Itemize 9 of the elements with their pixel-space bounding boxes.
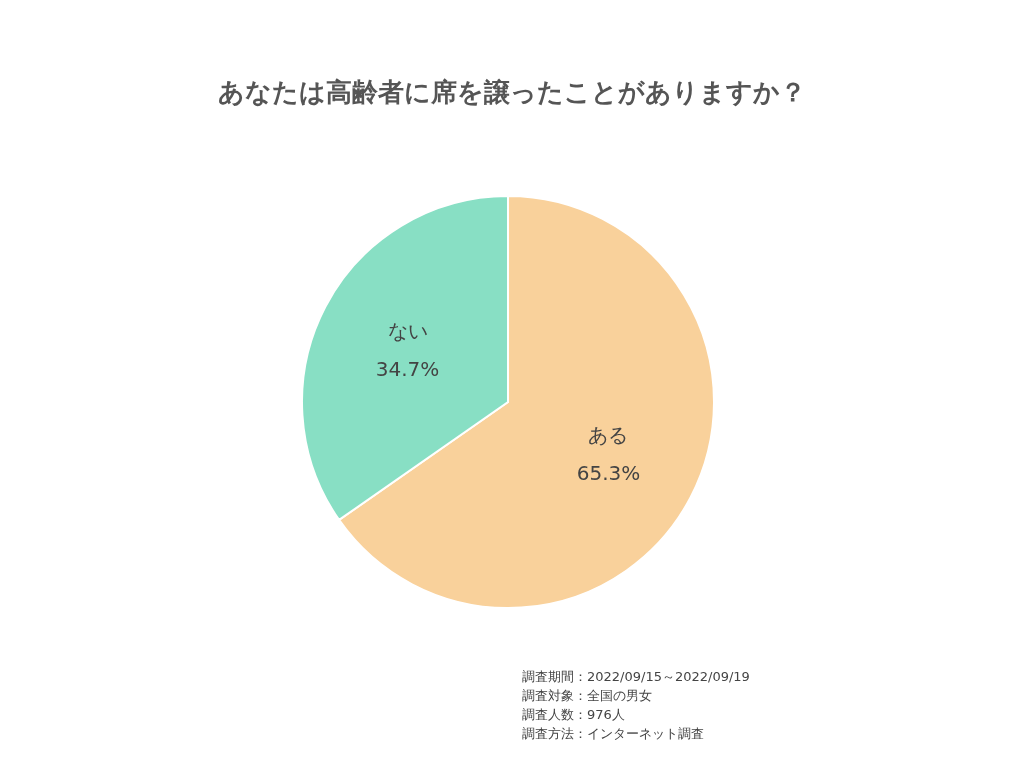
text: 調査人数：976人 — [522, 707, 625, 722]
text: 調査方法：インターネット調査 — [522, 726, 704, 741]
text: 調査対象：全国の男女 — [522, 688, 652, 703]
data-label: 65.3% — [576, 461, 641, 486]
data-label: 34.7% — [375, 356, 440, 381]
slice-label: ある — [588, 423, 629, 448]
slice-label: ない — [387, 318, 428, 343]
text: 調査期間：2022/09/15～2022/09/19 — [522, 669, 750, 684]
chart-title: あなたは高齢者に席を譲ったことがありますか？ — [218, 77, 806, 107]
